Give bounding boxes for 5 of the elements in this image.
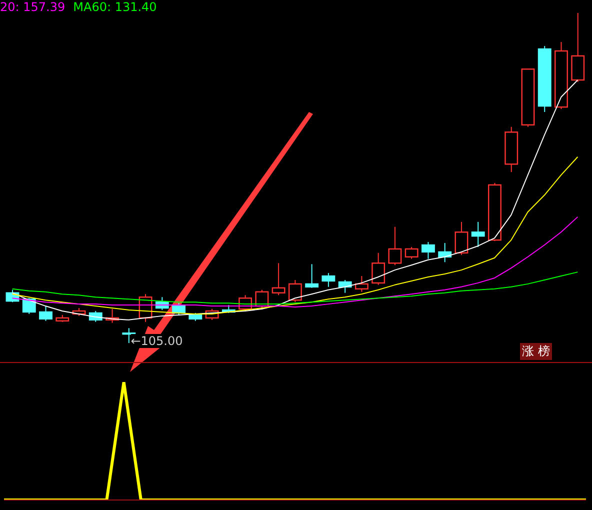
annotation: MA60: 131.40	[73, 0, 157, 14]
text: 涨 榜	[520, 343, 552, 360]
annotation: ←105.00	[130, 334, 183, 348]
annotation: 20: 157.39	[0, 0, 66, 14]
candlestick	[471, 221, 485, 248]
